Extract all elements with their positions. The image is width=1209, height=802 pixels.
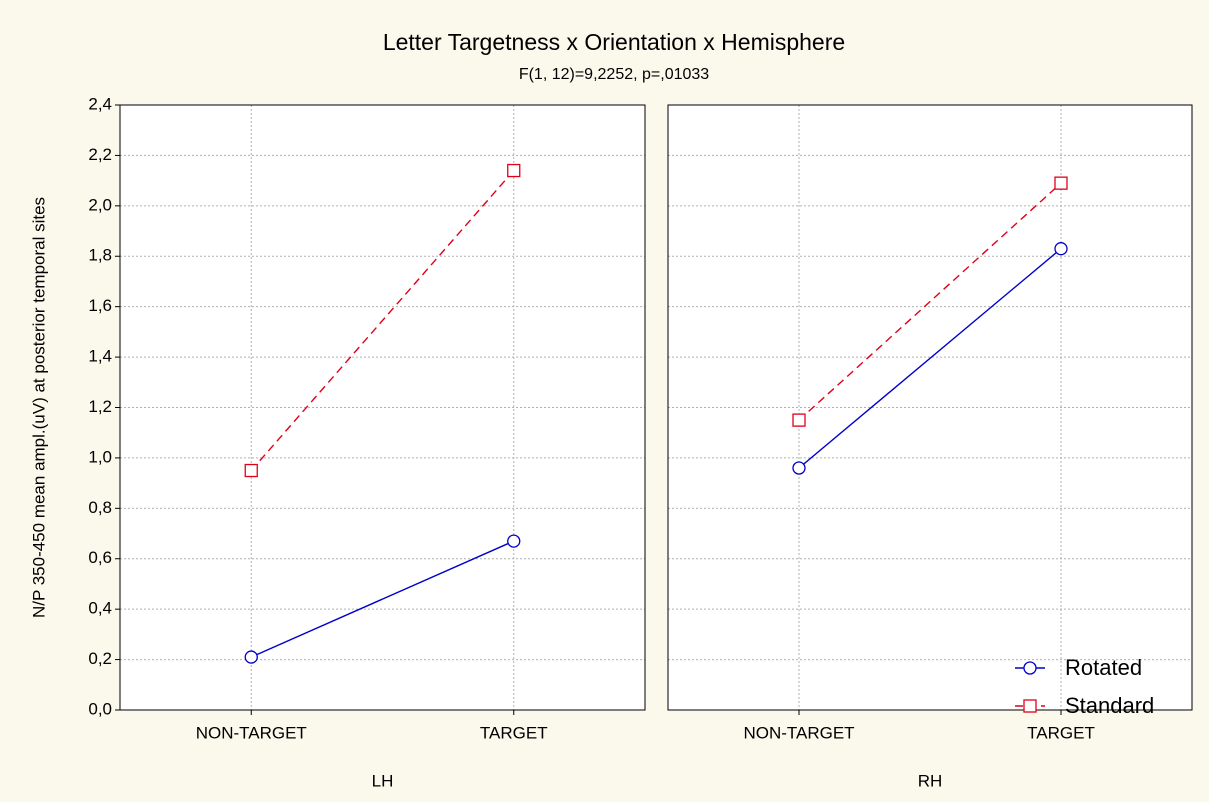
series-line xyxy=(250,170,515,471)
marker xyxy=(1054,176,1068,190)
y-tick-label: 0,4 xyxy=(88,599,112,618)
y-tick-label: 1,6 xyxy=(88,296,112,315)
chart-subtitle: F(1, 12)=9,2252, p=,01033 xyxy=(519,66,709,83)
x-tick-label: TARGET xyxy=(480,723,548,742)
y-tick-label: 2,0 xyxy=(88,195,112,214)
legend-label: Standard xyxy=(1065,693,1154,718)
series-line xyxy=(798,182,1062,421)
marker xyxy=(507,534,521,548)
marker xyxy=(792,413,806,427)
marker xyxy=(507,163,521,178)
y-tick-label: 2,2 xyxy=(88,145,112,164)
x-axis-label: LH xyxy=(372,771,394,790)
plot-border xyxy=(119,104,646,711)
series-line xyxy=(798,248,1062,469)
y-tick-label: 2,4 xyxy=(88,94,112,113)
chart-title: Letter Targetness x Orientation x Hemisp… xyxy=(383,29,845,55)
series-line xyxy=(250,540,515,658)
marker xyxy=(244,463,258,478)
y-tick-label: 1,8 xyxy=(88,246,112,265)
y-tick-label: 1,0 xyxy=(88,447,112,466)
marker xyxy=(1054,242,1068,256)
y-tick-label: 1,4 xyxy=(88,347,112,366)
legend-marker xyxy=(1023,661,1037,675)
y-tick-label: 0,8 xyxy=(88,498,112,517)
y-tick-label: 1,2 xyxy=(88,397,112,416)
plot-border xyxy=(667,104,1193,711)
y-axis-label: N/P 350-450 mean ampl.(uV) at posterior … xyxy=(29,197,48,618)
marker xyxy=(792,461,806,475)
y-tick-label: 0,6 xyxy=(88,548,112,567)
x-axis-label: RH xyxy=(918,771,943,790)
x-tick-label: TARGET xyxy=(1027,723,1095,742)
marker xyxy=(244,650,258,664)
x-tick-label: NON-TARGET xyxy=(196,723,307,742)
y-tick-label: 0,0 xyxy=(88,699,112,718)
legend-label: Rotated xyxy=(1065,655,1142,680)
y-tick-label: 0,2 xyxy=(88,649,112,668)
x-tick-label: NON-TARGET xyxy=(743,723,854,742)
plot-area xyxy=(120,105,645,710)
legend-marker xyxy=(1023,699,1037,713)
